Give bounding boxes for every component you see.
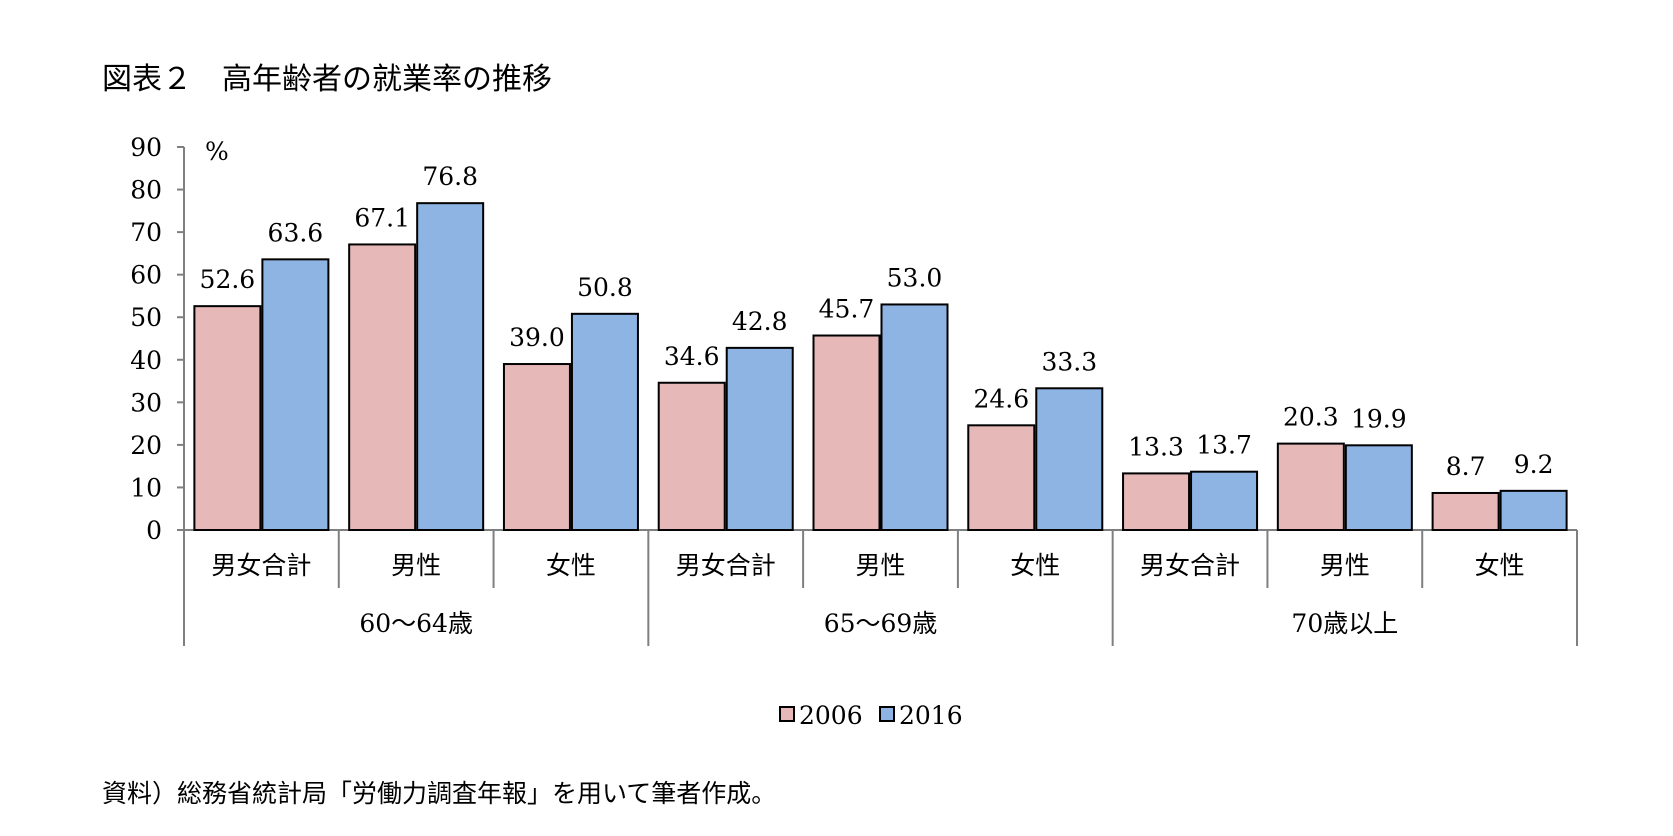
bar-2016 [1035, 387, 1104, 532]
data-label: 8.7 [1446, 452, 1486, 481]
category-label: 男性 [391, 551, 441, 580]
bar-2006 [967, 424, 1036, 531]
bar-2006 [348, 243, 417, 532]
category-label: 男女合計 [676, 551, 776, 580]
data-label: 20.3 [1283, 403, 1339, 432]
bar-2006 [502, 363, 571, 531]
bar-2006 [1122, 472, 1191, 532]
data-label: 39.0 [509, 323, 565, 352]
legend-label: 2016 [899, 701, 963, 730]
category-label: 男女合計 [1140, 551, 1240, 580]
bar-2006 [657, 381, 726, 531]
bar-2006 [1431, 491, 1500, 531]
data-label: 13.3 [1128, 432, 1184, 461]
bar-2016 [725, 346, 794, 531]
data-label: 33.3 [1041, 347, 1097, 376]
group-label: 60〜64歳 [359, 609, 473, 638]
group-label: 65〜69歳 [824, 609, 938, 638]
bar-2016 [1499, 489, 1568, 531]
bar-2016 [570, 312, 639, 531]
data-label: 9.2 [1514, 450, 1554, 479]
y-tick-label: 20 [130, 431, 162, 460]
y-tick-label: 80 [130, 176, 162, 205]
y-tick-label: 30 [130, 388, 162, 417]
category-label: 男女合計 [211, 551, 311, 580]
data-label: 67.1 [354, 203, 410, 232]
y-tick-label: 10 [130, 473, 162, 502]
data-label: 50.8 [577, 273, 633, 302]
y-tick-label: 70 [130, 218, 162, 247]
category-label: 男性 [1320, 551, 1370, 580]
data-label: 52.6 [200, 265, 256, 294]
data-label: 34.6 [664, 342, 720, 371]
source-note: 資料）総務省統計局「労働力調査年報」を用いて筆者作成。 [102, 779, 777, 808]
y-tick-label: 90 [130, 133, 162, 162]
group-label: 70歳以上 [1291, 609, 1398, 638]
data-label: 13.7 [1196, 431, 1252, 460]
bar-chart: 0 10 20 30 40 50 60 70 80 90 % 男女合計 男性 女性 60〜64歳 男女合計 男性… [130, 133, 1578, 730]
data-label: 42.8 [732, 307, 788, 336]
bar-2006 [193, 305, 262, 531]
bar-2016 [261, 258, 330, 531]
bar-2016 [1344, 444, 1413, 532]
data-label: 63.6 [268, 218, 324, 247]
data-label: 45.7 [819, 295, 875, 324]
data-label: 19.9 [1351, 404, 1407, 433]
bar-2016 [1190, 470, 1259, 531]
category-label: 女性 [546, 551, 596, 580]
data-label: 76.8 [422, 162, 478, 191]
y-tick-label: 0 [146, 516, 162, 545]
bar-2006 [812, 334, 881, 531]
y-tick-label: 60 [130, 261, 162, 290]
category-label: 女性 [1475, 551, 1525, 580]
data-label: 53.0 [887, 263, 943, 292]
y-tick-label: 50 [130, 303, 162, 332]
y-tick-label: 40 [130, 346, 162, 375]
y-unit-label: % [205, 137, 229, 166]
bar-2006 [1276, 442, 1345, 531]
category-label: 男性 [855, 551, 905, 580]
legend-swatch-2006 [779, 706, 795, 722]
legend-swatch-2016 [879, 706, 895, 722]
data-label: 24.6 [973, 384, 1029, 413]
bar-2016 [880, 303, 949, 532]
chart-title: 図表２ 高年齢者の就業率の推移 [102, 62, 552, 97]
bar-2016 [416, 202, 485, 531]
legend-label: 2006 [799, 701, 863, 730]
category-label: 女性 [1010, 551, 1060, 580]
